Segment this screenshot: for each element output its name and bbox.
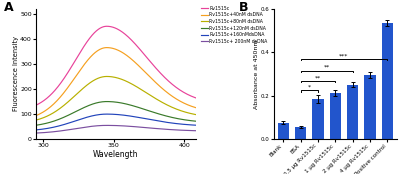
Rv1515c+ 200nM dsDNA <box>169 129 174 131</box>
Legend: Rv1515c, Rv1515c+40nM dsDNA, Rv1515c+80nM dsDNA, Rv1515c+120nM dsDNA, Rv1515c+16: Rv1515c, Rv1515c+40nM dsDNA, Rv1515c+80n… <box>201 6 268 44</box>
Rv1515c+160nMdsDNA <box>129 115 134 117</box>
Rv1515c+ 200nM dsDNA <box>34 132 38 134</box>
Rv1515c+160nMdsDNA <box>34 129 38 131</box>
Text: A: A <box>4 1 14 14</box>
Rv1515c+160nMdsDNA <box>132 116 137 118</box>
Rv1515c+ 200nM dsDNA <box>129 125 134 128</box>
Rv1515c+120nM dsDNA <box>132 105 137 107</box>
Rv1515c <box>179 90 184 92</box>
Rv1515c+80nM dsDNA <box>129 83 134 85</box>
Text: B: B <box>239 1 249 14</box>
Rv1515c <box>132 42 137 44</box>
Rv1515c <box>169 82 174 84</box>
Rv1515c <box>193 97 198 99</box>
Rv1515c+ 200nM dsDNA <box>34 132 39 134</box>
X-axis label: Wavelength: Wavelength <box>93 150 139 159</box>
Text: **: ** <box>315 75 321 80</box>
Line: Rv1515c+ 200nM dsDNA: Rv1515c+ 200nM dsDNA <box>36 125 196 133</box>
Rv1515c+ 200nM dsDNA <box>193 130 198 132</box>
Bar <box>312 99 324 139</box>
Rv1515c+160nMdsDNA <box>193 124 198 126</box>
Bar <box>330 93 341 139</box>
Rv1515c+40nM dsDNA <box>132 61 137 63</box>
Bar <box>347 85 358 139</box>
Rv1515c <box>104 25 109 27</box>
Rv1515c+120nM dsDNA <box>169 116 174 118</box>
Rv1515c+40nM dsDNA <box>129 58 134 60</box>
Line: Rv1515c+120nM dsDNA: Rv1515c+120nM dsDNA <box>36 102 196 125</box>
Rv1515c+120nM dsDNA <box>34 124 39 126</box>
Rv1515c+ 200nM dsDNA <box>132 126 137 128</box>
Bar <box>295 127 306 139</box>
Rv1515c+120nM dsDNA <box>104 101 109 103</box>
Rv1515c+40nM dsDNA <box>169 94 174 97</box>
Rv1515c+80nM dsDNA <box>129 83 134 85</box>
Rv1515c+120nM dsDNA <box>193 120 198 122</box>
Rv1515c+80nM dsDNA <box>193 113 198 116</box>
Rv1515c+160nMdsDNA <box>129 115 134 117</box>
Rv1515c+160nMdsDNA <box>34 129 39 131</box>
Line: Rv1515c+160nMdsDNA: Rv1515c+160nMdsDNA <box>36 114 196 130</box>
Rv1515c+160nMdsDNA <box>169 122 174 124</box>
Rv1515c+80nM dsDNA <box>34 119 39 121</box>
Rv1515c <box>129 39 134 41</box>
Rv1515c <box>34 104 38 106</box>
Rv1515c+80nM dsDNA <box>169 106 174 108</box>
Bar <box>277 123 289 139</box>
Bar <box>365 75 376 139</box>
Rv1515c+ 200nM dsDNA <box>104 124 109 126</box>
Rv1515c <box>34 104 39 106</box>
Rv1515c+40nM dsDNA <box>34 114 39 116</box>
Rv1515c+120nM dsDNA <box>129 104 134 106</box>
Rv1515c+80nM dsDNA <box>179 110 184 112</box>
Rv1515c+40nM dsDNA <box>179 101 184 103</box>
Rv1515c+120nM dsDNA <box>179 118 184 120</box>
Rv1515c+80nM dsDNA <box>132 84 137 86</box>
Rv1515c+ 200nM dsDNA <box>179 129 184 131</box>
Y-axis label: Fluorescence Intensity: Fluorescence Intensity <box>13 36 19 112</box>
Rv1515c+40nM dsDNA <box>104 47 109 49</box>
Rv1515c+40nM dsDNA <box>129 58 134 60</box>
Rv1515c+120nM dsDNA <box>129 104 134 106</box>
Text: ***: *** <box>339 53 349 58</box>
Line: Rv1515c: Rv1515c <box>36 26 196 105</box>
Rv1515c+160nMdsDNA <box>179 123 184 125</box>
Rv1515c+120nM dsDNA <box>34 124 38 126</box>
Rv1515c+40nM dsDNA <box>34 114 38 117</box>
Bar <box>382 23 393 139</box>
Text: **: ** <box>324 65 330 70</box>
Rv1515c+40nM dsDNA <box>193 107 198 109</box>
Line: Rv1515c+80nM dsDNA: Rv1515c+80nM dsDNA <box>36 76 196 120</box>
Rv1515c+ 200nM dsDNA <box>129 125 134 127</box>
Line: Rv1515c+40nM dsDNA: Rv1515c+40nM dsDNA <box>36 48 196 116</box>
Rv1515c+80nM dsDNA <box>34 119 38 121</box>
Y-axis label: Absorbance at 450nm: Absorbance at 450nm <box>254 39 259 109</box>
Rv1515c+80nM dsDNA <box>104 75 109 77</box>
Text: *: * <box>308 85 311 90</box>
Rv1515c <box>129 39 134 41</box>
Rv1515c+160nMdsDNA <box>104 113 109 115</box>
